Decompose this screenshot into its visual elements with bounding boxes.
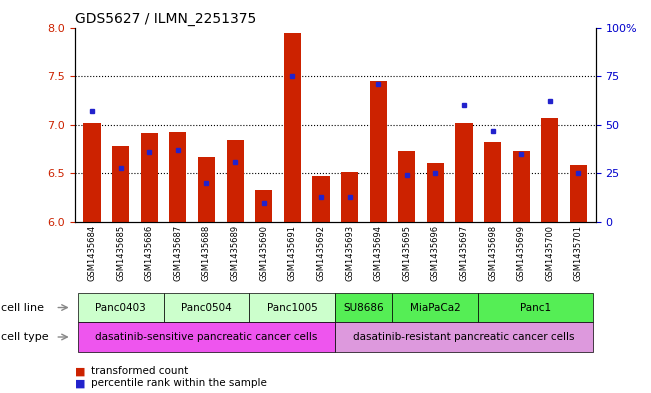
Bar: [370, 81, 387, 222]
Text: ■: ■: [75, 366, 85, 376]
Bar: [513, 151, 530, 222]
Text: Panc1005: Panc1005: [267, 303, 318, 312]
Bar: [541, 118, 559, 222]
Text: ■: ■: [75, 378, 85, 388]
Text: cell type: cell type: [1, 332, 49, 342]
Text: Panc0403: Panc0403: [95, 303, 146, 312]
Bar: [112, 146, 130, 222]
Bar: [255, 190, 272, 222]
Bar: [341, 173, 358, 222]
Bar: [284, 33, 301, 222]
Text: transformed count: transformed count: [91, 366, 188, 376]
Text: SU8686: SU8686: [344, 303, 384, 312]
Bar: [83, 123, 101, 222]
Bar: [456, 123, 473, 222]
Text: MiaPaCa2: MiaPaCa2: [410, 303, 461, 312]
Text: GDS5627 / ILMN_2251375: GDS5627 / ILMN_2251375: [75, 13, 256, 26]
Bar: [427, 163, 444, 222]
Bar: [141, 132, 158, 222]
Bar: [312, 176, 329, 222]
Bar: [398, 151, 415, 222]
Text: dasatinib-sensitive pancreatic cancer cells: dasatinib-sensitive pancreatic cancer ce…: [95, 332, 318, 342]
Text: cell line: cell line: [1, 303, 44, 312]
Bar: [227, 140, 243, 222]
Bar: [484, 142, 501, 222]
Text: dasatinib-resistant pancreatic cancer cells: dasatinib-resistant pancreatic cancer ce…: [353, 332, 575, 342]
Bar: [570, 165, 587, 222]
Bar: [198, 157, 215, 222]
Text: Panc1: Panc1: [520, 303, 551, 312]
Bar: [169, 132, 186, 222]
Text: Panc0504: Panc0504: [181, 303, 232, 312]
Text: percentile rank within the sample: percentile rank within the sample: [91, 378, 267, 388]
